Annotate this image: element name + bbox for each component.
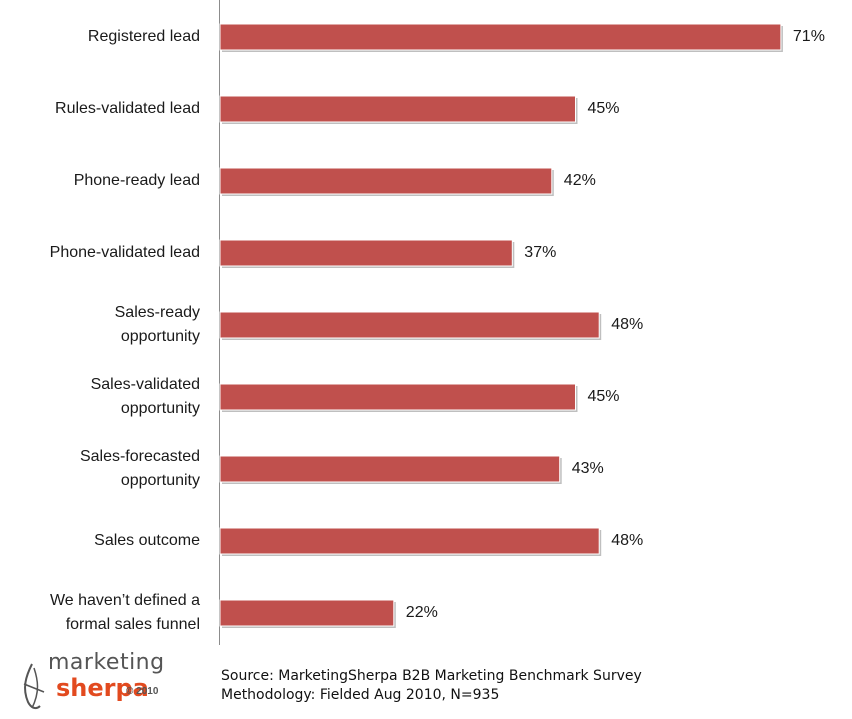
bar [219, 455, 561, 483]
bar [219, 23, 782, 51]
logo-word-marketing: marketing [48, 650, 165, 675]
sherpa-logo-icon [23, 663, 45, 710]
category-label-line: Phone-validated lead [49, 244, 200, 261]
value-label: 45% [587, 388, 620, 405]
category-label-line: formal sales funnel [65, 616, 200, 633]
category-label-line: Sales-ready [114, 304, 200, 321]
category-label-line: Sales-forecasted [79, 448, 200, 465]
category-label: Sales outcome [0, 529, 200, 553]
methodology-line: Methodology: Fielded Aug 2010, N=935 [221, 687, 500, 703]
category-label: Sales-ready opportunity [0, 301, 200, 349]
bar [219, 239, 513, 267]
bars-group [219, 23, 783, 628]
category-label-line: We haven’t defined a [49, 592, 200, 609]
bar [219, 527, 600, 555]
logo-word-sherpa: sherpa [56, 674, 149, 702]
category-label-line: opportunity [120, 400, 200, 417]
source-note: Source: MarketingSherpa B2B Marketing Be… [221, 667, 642, 705]
bar [219, 311, 600, 339]
value-label: 45% [587, 100, 620, 117]
category-label: Phone-ready lead [0, 169, 200, 193]
bar [219, 95, 576, 123]
value-label: 43% [571, 460, 604, 477]
value-label: 37% [524, 244, 557, 261]
category-label: Phone-validated lead [0, 241, 200, 265]
category-label: Rules-validated lead [0, 97, 200, 121]
value-label: 48% [611, 316, 644, 333]
bar [219, 167, 553, 195]
category-label: Sales-validated opportunity [0, 373, 200, 421]
category-label-line: opportunity [120, 328, 200, 345]
value-label: 22% [405, 604, 438, 621]
category-label-line: Sales-validated [90, 376, 200, 393]
value-label: 48% [611, 532, 644, 549]
category-label-line: Phone-ready lead [73, 172, 200, 189]
bar [219, 599, 395, 627]
category-label-line: Rules-validated lead [55, 100, 200, 117]
value-label: 71% [792, 28, 825, 45]
category-label-line: opportunity [120, 472, 200, 489]
category-label: Registered lead [0, 25, 200, 49]
source-line: Source: MarketingSherpa B2B Marketing Be… [221, 668, 642, 684]
category-label: We haven’t defined a formal sales funnel [0, 589, 200, 637]
bar [219, 383, 576, 411]
marketingsherpa-logo: marketing sherpa © 2010 [18, 650, 178, 714]
category-label-line: Registered lead [87, 28, 200, 45]
value-label: 42% [563, 172, 596, 189]
category-label-line: Sales outcome [94, 532, 200, 549]
category-label: Sales-forecasted opportunity [0, 445, 200, 493]
logo-copyright: © 2010 [126, 686, 159, 697]
